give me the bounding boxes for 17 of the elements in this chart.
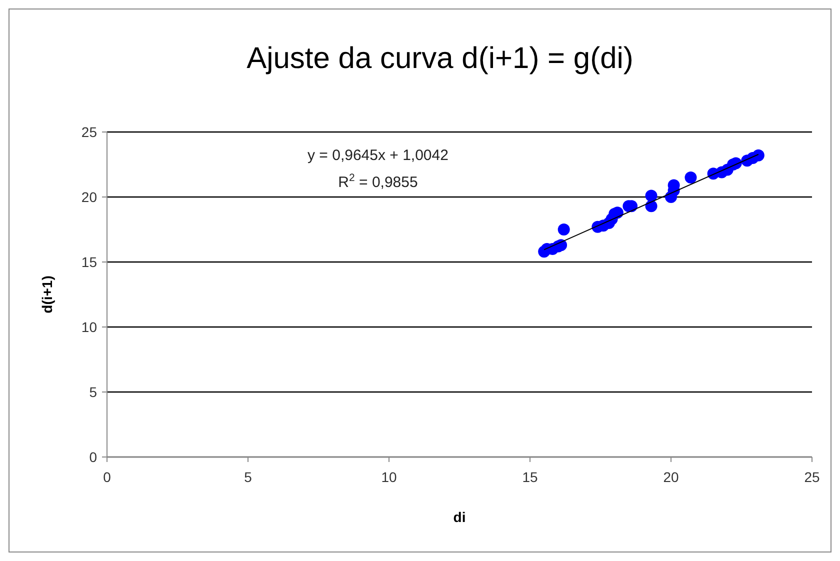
- y-tick-label: 5: [89, 384, 98, 400]
- y-tick-label: 25: [81, 124, 98, 140]
- annotation: R$^{2}$ = 0,9855: [338, 172, 418, 191]
- x-tick-label: 10: [381, 469, 397, 485]
- x-tick-label: 20: [663, 469, 679, 485]
- chart-title: Ajuste da curva d(i+1) = g(di): [246, 42, 634, 75]
- annotation: y = 0,9645x + 1,0042: [308, 147, 448, 164]
- x-tick-label: 0: [103, 469, 112, 485]
- y-tick-label: 10: [81, 318, 98, 335]
- x-tick-label: 15: [522, 469, 538, 485]
- y-tick-label: 20: [81, 188, 98, 205]
- x-tick-label: 25: [804, 469, 820, 485]
- x-axis-title: di: [453, 509, 466, 525]
- y-tick-label: 0: [89, 448, 98, 465]
- y-tick-label: 15: [81, 254, 98, 270]
- y-axis-title: d(i+1): [39, 276, 55, 314]
- x-tick-label: 5: [244, 469, 252, 485]
